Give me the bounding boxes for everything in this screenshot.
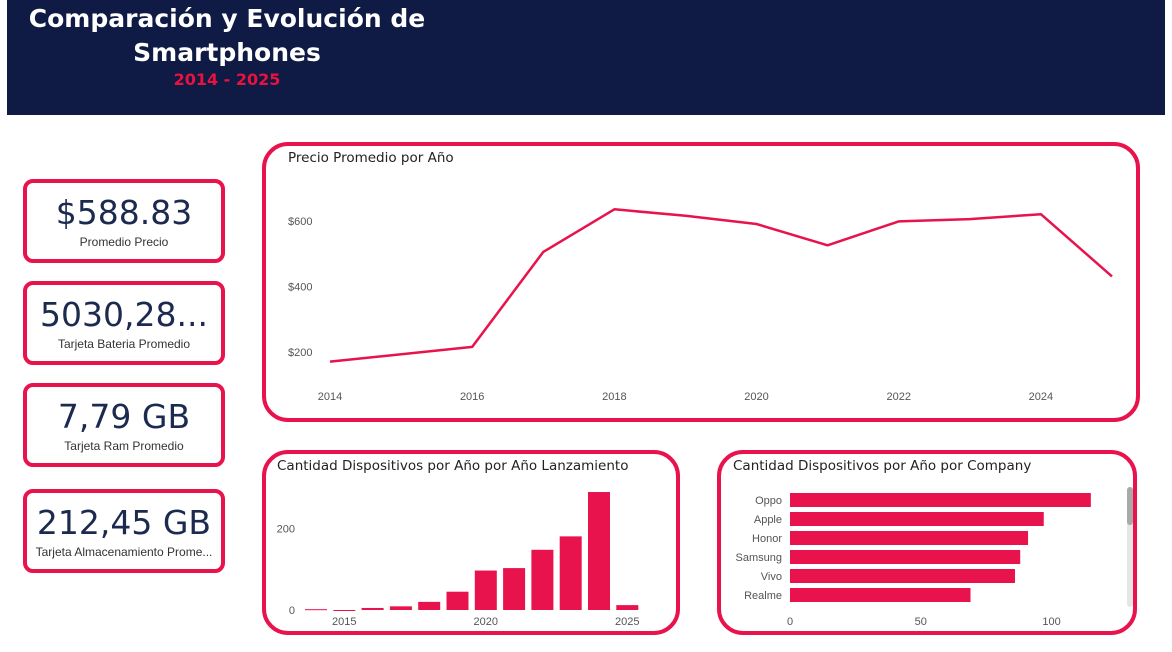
kpi-card-ram[interactable]: 7,79 GB Tarjeta Ram Promedio	[23, 383, 225, 467]
company-chart-scrollbar[interactable]	[1127, 487, 1133, 607]
company-bar-chart-title: Cantidad Dispositivos por Año por Compan…	[733, 458, 1032, 474]
kpi-card-storage[interactable]: 212,45 GB Tarjeta Almacenamiento Prome..…	[23, 489, 225, 573]
line-chart-title: Precio Promedio por Año	[288, 150, 454, 166]
year-bar-chart-panel[interactable]	[262, 450, 680, 635]
line-chart-panel[interactable]	[262, 142, 1140, 422]
kpi-value: 5030,28...	[40, 295, 208, 334]
year-bar-chart-title: Cantidad Dispositivos por Año por Año La…	[277, 458, 629, 474]
kpi-card-battery[interactable]: 5030,28... Tarjeta Bateria Promedio	[23, 281, 225, 365]
kpi-value: 7,79 GB	[57, 397, 191, 436]
page-subtitle: 2014 - 2025	[173, 70, 281, 89]
page-title: Comparación y Evolución de Smartphones	[28, 4, 426, 67]
kpi-value: $588.83	[55, 193, 193, 232]
kpi-label: Tarjeta Ram Promedio	[64, 439, 184, 453]
kpi-card-price[interactable]: $588.83 Promedio Precio	[23, 179, 225, 263]
kpi-value: 212,45 GB	[36, 503, 212, 542]
kpi-label: Tarjeta Almacenamiento Prome...	[35, 545, 213, 559]
company-chart-scroll-thumb[interactable]	[1127, 487, 1133, 525]
header-banner: Comparación y Evolución de Smartphones 2…	[7, 0, 1165, 115]
company-bar-chart-panel[interactable]	[717, 450, 1137, 635]
kpi-label: Tarjeta Bateria Promedio	[57, 337, 191, 351]
kpi-label: Promedio Precio	[79, 235, 169, 249]
